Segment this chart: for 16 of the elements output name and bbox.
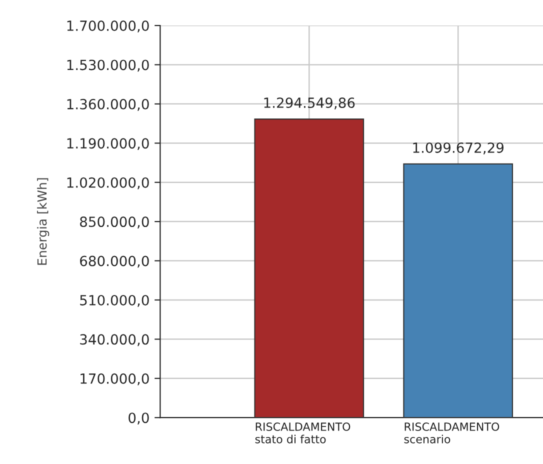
- y-tick-label: 680.000,0: [80, 256, 149, 268]
- data-label: 1.099.672,29: [413, 142, 504, 154]
- data-label: 1.294.549,86: [264, 98, 355, 110]
- y-tick-label: 0,0: [128, 412, 149, 424]
- x-tick-label: RISCALDAMENTO scenario: [404, 422, 500, 444]
- y-tick-label: 340.000,0: [80, 334, 149, 346]
- y-tick-label: 1.020.000,0: [67, 177, 149, 190]
- x-tick-label: RISCALDAMENTO stato di fatto: [255, 422, 350, 444]
- y-tick-label: 850.000,0: [80, 216, 149, 228]
- y-tick-label: 510.000,0: [80, 294, 149, 307]
- y-tick-label: 1.360.000,0: [67, 98, 149, 111]
- y-tick-label: 170.000,0: [80, 373, 149, 386]
- y-tick-label: 1.700.000,0: [67, 20, 149, 32]
- y-tick-label: 1.190.000,0: [67, 138, 149, 150]
- y-tick-label: 1.530.000,0: [67, 60, 149, 72]
- y-axis-title: Energia [kWh]: [37, 178, 50, 265]
